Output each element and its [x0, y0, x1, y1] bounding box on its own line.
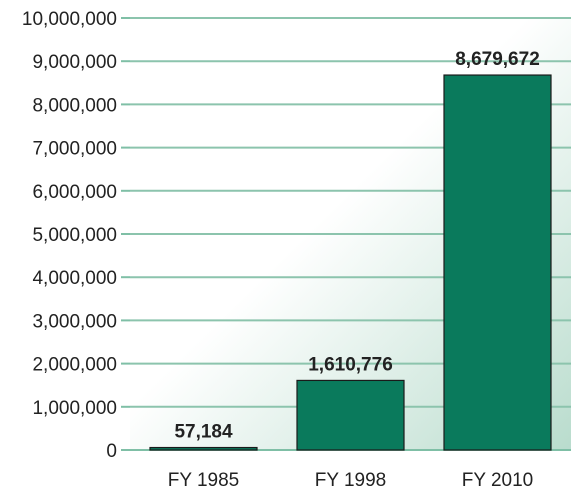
y-tick-label: 4,000,000	[32, 268, 117, 289]
y-tick-label: 2,000,000	[32, 355, 117, 376]
y-tick-label: 9,000,000	[32, 52, 117, 73]
data-labels: 57,184 1,610,776 8,679,672	[174, 49, 539, 442]
data-label: 57,184	[174, 422, 233, 443]
y-tick-label: 10,000,000	[22, 9, 117, 30]
data-label: 8,679,672	[455, 49, 540, 70]
x-axis-category-labels: FY 1985 FY 1998 FY 2010	[168, 470, 533, 491]
y-tick-label: 5,000,000	[32, 225, 117, 246]
y-tick-label: 8,000,000	[32, 95, 117, 116]
y-tick-label: 3,000,000	[32, 311, 117, 332]
y-tick-label: 7,000,000	[32, 139, 117, 160]
bar	[443, 74, 552, 451]
bar	[149, 446, 258, 451]
bars	[149, 74, 552, 451]
y-tick-label: 1,000,000	[32, 398, 117, 419]
data-label: 1,610,776	[308, 354, 393, 375]
y-tick-label: 0	[106, 441, 117, 462]
bar	[296, 379, 405, 451]
x-tick-label: FY 1998	[315, 470, 386, 491]
y-axis-tick-labels: 0 1,000,000 2,000,000 3,000,000 4,000,000 5,0…	[22, 9, 117, 462]
x-tick-label: FY 2010	[462, 470, 533, 491]
x-tick-label: FY 1985	[168, 470, 239, 491]
y-tick-label: 6,000,000	[32, 182, 117, 203]
y-axis-tick-marks	[121, 17, 130, 451]
